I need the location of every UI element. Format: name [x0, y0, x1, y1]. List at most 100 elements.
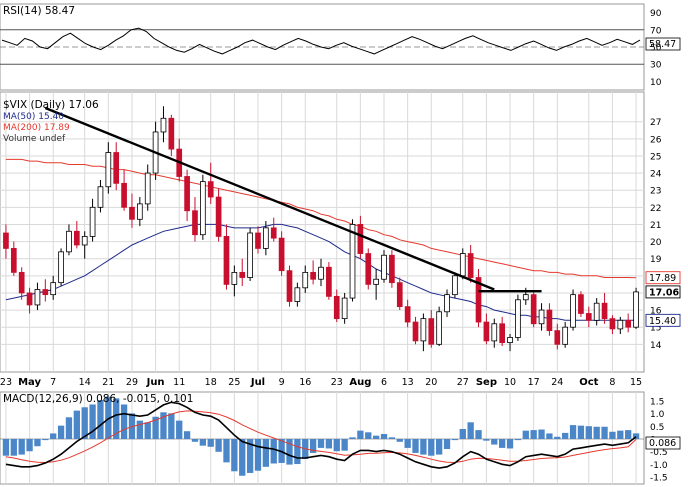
macd-last-label: 0.086 [649, 438, 676, 449]
candle [546, 303, 553, 336]
macd-histogram-bar [483, 439, 490, 441]
candle [365, 248, 372, 290]
macd-histogram-bar [317, 439, 325, 448]
candle [562, 322, 569, 348]
macd-histogram-bar [538, 429, 545, 439]
macd-histogram-bar [435, 439, 443, 455]
macd-histogram-bar [562, 432, 569, 439]
macd-histogram-bar [388, 437, 396, 439]
macd-histogram-bar [467, 422, 474, 439]
price-tick-label: 26 [650, 135, 662, 145]
candle [129, 193, 135, 228]
candle [136, 197, 143, 227]
macd-histogram-bar [601, 426, 608, 439]
candle [231, 265, 238, 297]
candle [160, 106, 167, 143]
macd-histogram-bar [89, 404, 96, 439]
macd-histogram-bar [325, 439, 333, 449]
price-tick-label: 25 [650, 152, 661, 162]
macd-histogram-bar [65, 417, 73, 439]
macd-histogram-bar [365, 432, 372, 439]
macd-line [5, 401, 637, 469]
price-panel: 2726252423222120191817161514 17.8917.061… [0, 91, 681, 373]
candle [625, 313, 632, 333]
macd-histogram-bar [396, 439, 403, 442]
candle [247, 227, 253, 281]
candle [452, 272, 458, 299]
macd-title: MACD(12,26,9) 0.086, -0.015, 0.101 [3, 393, 193, 405]
candle [467, 244, 474, 283]
candle [89, 198, 96, 242]
candle [18, 267, 25, 300]
x-tick-label: 16 [299, 377, 311, 388]
candle [239, 258, 246, 287]
candle [58, 248, 64, 287]
price-tick-label: 22 [650, 204, 661, 214]
candle [341, 292, 348, 324]
candle [507, 334, 513, 352]
macd-histogram-bar [215, 439, 222, 452]
legend-volume: Volume undef [3, 134, 66, 144]
candle [34, 282, 41, 311]
candle [113, 142, 120, 191]
candle [389, 250, 395, 288]
rsi-tick-label: 70 [650, 26, 662, 36]
macd-panel: 1.51.00.50-0.5-1.0-1.5 0.086 MACD(12,26,… [0, 391, 681, 485]
candle [318, 258, 324, 287]
macd-signal-line [5, 410, 637, 464]
rsi-tick-label: 10 [650, 78, 662, 88]
candle [428, 310, 435, 348]
candle [499, 316, 506, 347]
macd-histogram-bar [286, 439, 293, 465]
candle [554, 323, 561, 350]
macd-histogram-bar [546, 433, 553, 439]
x-tick-label: 13 [402, 377, 414, 388]
candle [420, 313, 427, 352]
candle [530, 291, 537, 328]
macd-histogram-bar [577, 425, 585, 439]
x-tick-label: 24 [551, 377, 563, 388]
macd-histogram-bar [554, 436, 561, 439]
macd-histogram-bar [199, 439, 207, 446]
rsi-tick-label: 90 [650, 9, 662, 19]
rsi-tick-label: 30 [650, 61, 662, 71]
macd-histogram-bar [168, 413, 175, 439]
candle [105, 142, 112, 194]
candle [200, 174, 206, 240]
x-tick-label: 18 [205, 377, 217, 388]
candle [42, 279, 49, 302]
x-tick-label: 17 [528, 377, 540, 388]
macd-histogram-bar [113, 398, 120, 439]
x-tick-label: 25 [228, 377, 240, 388]
candle [3, 224, 9, 259]
price-last-label: 17.06 [649, 287, 679, 298]
candle [633, 287, 639, 329]
price-last-label: 17.89 [649, 273, 676, 284]
macd-histogram-bar [459, 428, 466, 439]
macd-tick-label: 0.5 [650, 423, 664, 433]
macd-histogram-bar [404, 439, 411, 448]
legend-ma50: MA(50) 15.40 [3, 112, 64, 122]
macd-histogram-bar [372, 435, 380, 439]
rsi-tick-label: 50 [650, 44, 662, 54]
x-tick-label: 21 [102, 377, 114, 388]
x-tick-label: Aug [349, 377, 371, 388]
x-tick-label: 11 [173, 377, 185, 388]
candle [326, 262, 332, 300]
candle [223, 224, 230, 290]
x-tick-label: 15 [630, 377, 642, 388]
candle [617, 316, 624, 335]
candle [357, 215, 364, 259]
candle [570, 289, 576, 331]
x-tick-label: Jun [146, 377, 165, 388]
candle [475, 268, 482, 328]
candle [192, 197, 198, 242]
macd-histogram-bar [585, 426, 592, 439]
rsi-last-label: 58.47 [649, 39, 676, 50]
macd-histogram-bar [120, 404, 128, 439]
x-tick-label: Oct [579, 377, 598, 388]
candle [144, 164, 151, 211]
candle [381, 250, 387, 283]
candle [396, 277, 403, 311]
x-tick-label: 20 [425, 377, 437, 388]
